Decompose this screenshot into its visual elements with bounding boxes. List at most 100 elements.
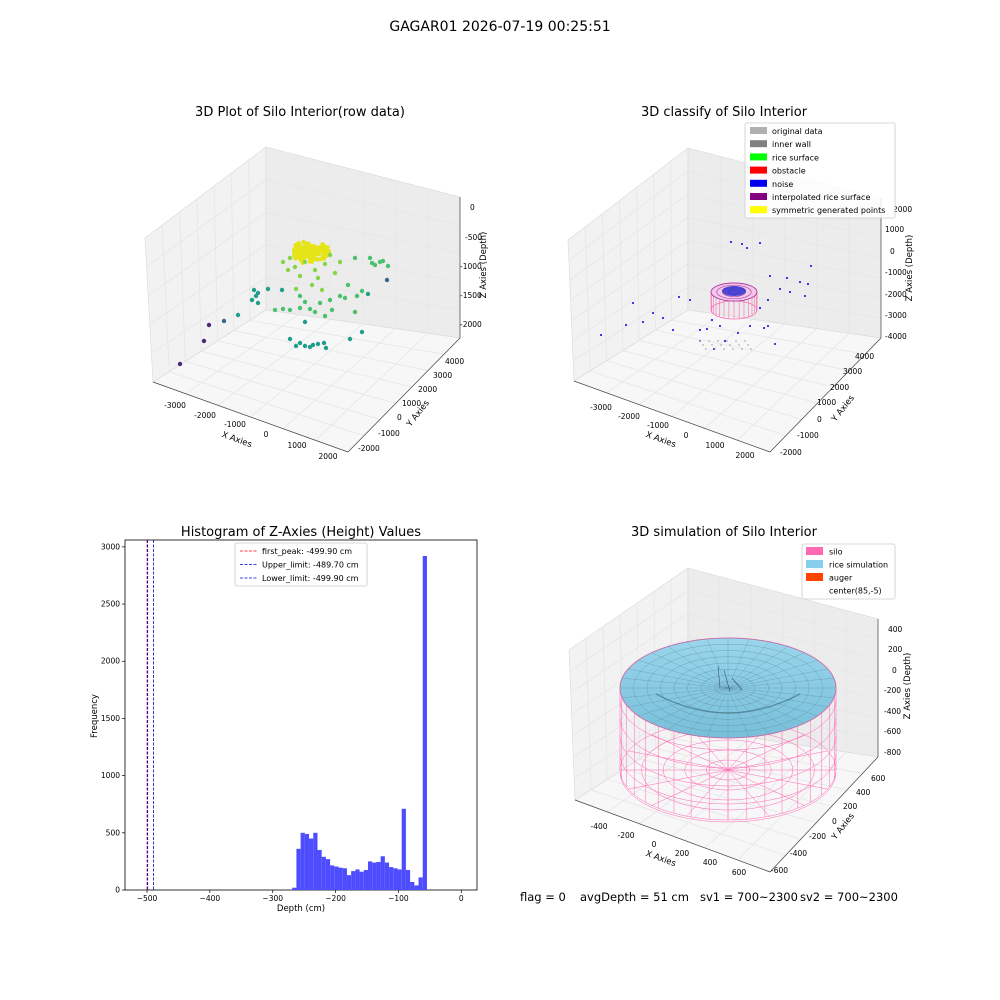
x-tick: -3000 [590,403,612,412]
z-tick: -1000 [885,268,907,277]
point [253,293,259,299]
point [372,262,378,268]
point [302,299,308,305]
rice-mesh-spoke [727,678,834,689]
point [293,286,299,292]
legend-histogram: first_peak: -499.90 cm Upper_limit: -489.… [234,542,368,587]
point [720,344,722,346]
legend-frame [234,542,368,587]
point [306,247,311,252]
histogram-bar [401,808,406,890]
point [347,336,353,342]
rice-mesh-spoke [651,652,729,689]
point [297,273,303,279]
point [741,243,743,245]
legend-simulation: silo rice simulation auger center(85,-5) [801,543,896,600]
point [729,344,731,346]
z-tick: 400 [888,625,903,634]
point [249,297,255,303]
y-tick: 1000 [817,398,836,407]
y-tick: 2000 [418,385,437,394]
legend-label: silo [829,548,843,557]
point [321,251,327,256]
point [699,329,701,331]
point [352,255,358,261]
x-tick: 1000 [705,441,724,450]
histogram-bar [414,885,419,890]
y-tick: 4000 [445,357,464,366]
avg-depth-text: avgDepth = 51 cm [580,890,689,904]
sv1-text: sv1 = 700~2300 [700,890,798,904]
point [304,252,309,258]
legend-swatch [750,179,767,187]
y-tick: 2500 [101,600,120,609]
histogram-bar [342,868,347,890]
rice-mesh-spoke [686,641,729,689]
panel-title-classify: 3D classify of Silo Interior [641,105,808,120]
x-tick: 2000 [735,451,754,460]
y-tick: 200 [843,802,858,811]
point [652,312,654,314]
noise-cluster [722,286,746,296]
x-axis-label-histogram: Depth (cm) [277,904,325,914]
x-tick: -1000 [224,420,246,429]
gridline-z [572,286,882,362]
y-tick: 2000 [830,383,849,392]
point [735,340,737,342]
classified-points [600,241,812,350]
gridline-x [217,163,332,406]
point [625,324,627,326]
gridline-z [569,193,882,281]
legend-label: obstacle [772,167,806,176]
legend-swatch [750,153,767,161]
point [750,348,752,350]
gridline-z [569,590,879,672]
z-tick: -200 [884,686,901,695]
point [632,302,634,304]
point [705,348,707,350]
point [804,295,806,297]
silo-floor-spoke [727,750,828,771]
point [329,307,335,313]
y-tick: -2000 [358,444,380,453]
histogram-bar [393,868,398,890]
rice-mesh-spoke [727,660,818,689]
legend-label: rice simulation [829,561,888,570]
y-tick: 0 [817,415,822,424]
point [177,361,183,367]
silo-floor-spoke [686,769,729,817]
gridline-y [233,330,429,371]
flag-text: flag = 0 [520,890,566,904]
point [325,245,330,250]
legend-label: rice surface [772,153,819,162]
z-tick: -400 [884,707,901,716]
z-axis-label-classify: Z Axies (Depth) [905,235,915,302]
point [297,340,303,346]
x-tick: −100 [388,894,409,903]
panel-title-simulation: 3D simulation of Silo Interior [631,525,818,540]
legend-label: symmetric generated points [772,206,885,215]
z-tick: -4000 [885,332,907,341]
gridline-y [639,758,832,807]
y-tick: 0 [115,886,120,895]
gridline-y [169,371,365,437]
point [337,259,343,265]
point [314,257,320,262]
rice-mesh-spoke [727,652,805,689]
histogram-bar [346,875,352,890]
point [221,318,227,324]
rice-mesh-spoke [628,668,729,689]
rice-mesh-spoke [727,687,818,716]
silo-floor-spoke [628,750,729,771]
x-ticks-histogram: −500 −400 −300 −200 −100 0 [137,890,464,903]
gridline-y [601,213,607,361]
point [767,325,769,327]
point [741,348,743,350]
rice-mesh-spoke [667,687,729,730]
point [301,239,306,245]
silo-floor-spoke [651,769,729,806]
point [235,312,241,318]
legend-label: noise [772,180,793,189]
point [737,332,739,334]
